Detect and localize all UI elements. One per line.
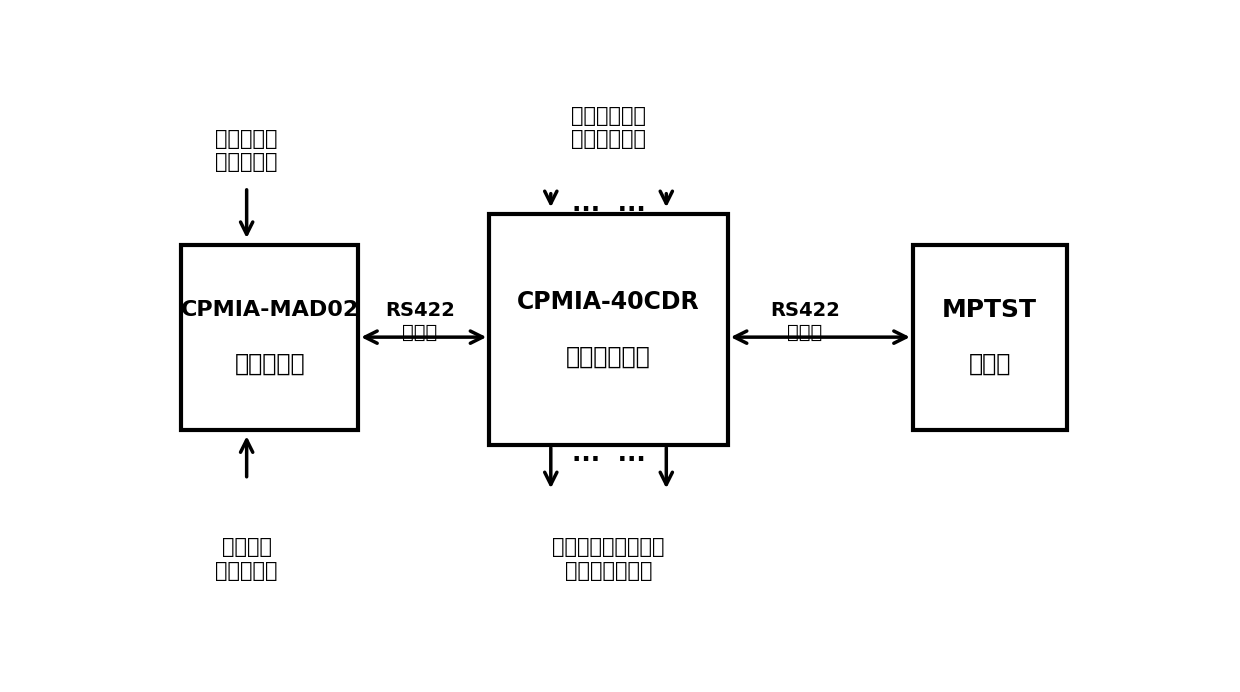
Text: CPMIA-40CDR: CPMIA-40CDR bbox=[517, 291, 699, 314]
Bar bbox=[913, 245, 1066, 430]
Text: 称重料斗
传感器信号: 称重料斗 传感器信号 bbox=[216, 538, 278, 581]
Text: 料斗电磁阀、电动机
及报警输出信号: 料斗电磁阀、电动机 及报警输出信号 bbox=[552, 538, 665, 581]
Text: 光电开关及按
鈕等输入信号: 光电开关及按 鈕等输入信号 bbox=[572, 106, 646, 149]
Bar bbox=[490, 214, 728, 445]
Text: CPMIA-MAD02: CPMIA-MAD02 bbox=[181, 300, 358, 320]
Text: RS422
适配器: RS422 适配器 bbox=[770, 301, 839, 343]
Text: 模拟量模块: 模拟量模块 bbox=[234, 352, 305, 376]
Text: MPTST: MPTST bbox=[942, 298, 1037, 322]
Bar bbox=[181, 245, 358, 430]
Text: ···  ···: ··· ··· bbox=[572, 448, 646, 473]
Text: 触摸屏: 触摸屏 bbox=[968, 352, 1011, 376]
Text: ···  ···: ··· ··· bbox=[572, 198, 646, 222]
Text: 可编程控制器: 可编程控制器 bbox=[567, 345, 651, 368]
Text: 物重选别机
传感器信号: 物重选别机 传感器信号 bbox=[216, 129, 278, 172]
Text: RS422
适配器: RS422 适配器 bbox=[384, 301, 455, 343]
